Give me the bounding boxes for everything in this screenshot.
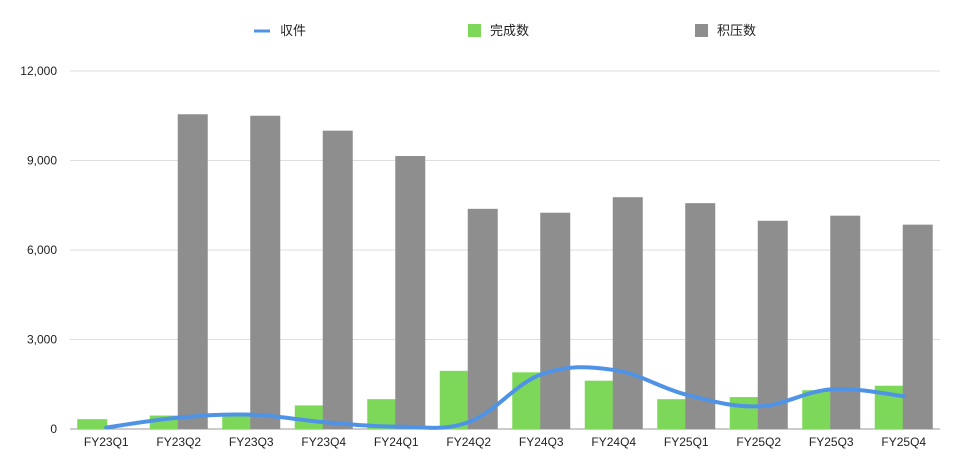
x-tick-label: FY23Q2 <box>156 435 201 449</box>
gridlines <box>70 70 940 430</box>
bar-completed <box>657 399 688 429</box>
bar-backlog <box>685 203 716 429</box>
bars <box>77 114 933 429</box>
bar-backlog <box>395 156 426 429</box>
line-series <box>104 365 906 430</box>
y-tick-label: 6,000 <box>27 243 57 257</box>
bar-completed <box>729 397 760 429</box>
legend-label-received: 収件 <box>280 24 306 39</box>
legend-swatch-completed <box>468 24 481 37</box>
y-tick-label: 12,000 <box>20 64 57 78</box>
line-received <box>104 365 906 430</box>
legend: 収件 完成数 积压数 <box>254 24 756 39</box>
bar-completed <box>802 390 833 429</box>
x-tick-label: FY24Q2 <box>446 435 491 449</box>
bar-completed <box>439 370 470 429</box>
legend-label-backlog: 积压数 <box>717 24 756 39</box>
bar-completed <box>77 419 108 429</box>
x-tick-label: FY23Q1 <box>84 435 129 449</box>
x-tick-label: FY24Q4 <box>591 435 636 449</box>
x-tick-label: FY24Q1 <box>374 435 419 449</box>
x-tick-label: FY25Q4 <box>881 435 926 449</box>
y-tick-label: 0 <box>50 422 57 436</box>
bar-backlog <box>177 114 208 429</box>
bar-completed <box>584 380 615 429</box>
legend-label-completed: 完成数 <box>490 24 529 39</box>
bar-backlog <box>467 208 498 429</box>
bar-backlog <box>250 115 281 429</box>
bar-backlog <box>757 220 788 429</box>
bar-completed <box>222 414 253 429</box>
bar-completed <box>294 405 325 429</box>
x-tick-label: FY25Q2 <box>736 435 781 449</box>
x-tick-label: FY24Q3 <box>519 435 564 449</box>
x-tick-label: FY25Q3 <box>809 435 854 449</box>
y-axis-ticks: 0 3,000 6,000 9,000 12,000 <box>20 64 57 436</box>
y-tick-label: 9,000 <box>27 154 57 168</box>
bar-backlog <box>830 215 861 429</box>
legend-swatch-backlog <box>695 24 708 37</box>
bar-backlog <box>902 224 933 429</box>
bar-backlog <box>540 212 571 429</box>
x-axis-ticks: FY23Q1 FY23Q2 FY23Q3 FY23Q4 FY24Q1 FY24Q2 FY24… <box>84 435 927 449</box>
x-tick-label: FY23Q3 <box>229 435 274 449</box>
y-tick-label: 3,000 <box>27 333 57 347</box>
x-tick-label: FY25Q1 <box>664 435 709 449</box>
bar-backlog <box>322 130 353 429</box>
x-tick-label: FY23Q4 <box>301 435 346 449</box>
bar-backlog <box>612 197 643 429</box>
